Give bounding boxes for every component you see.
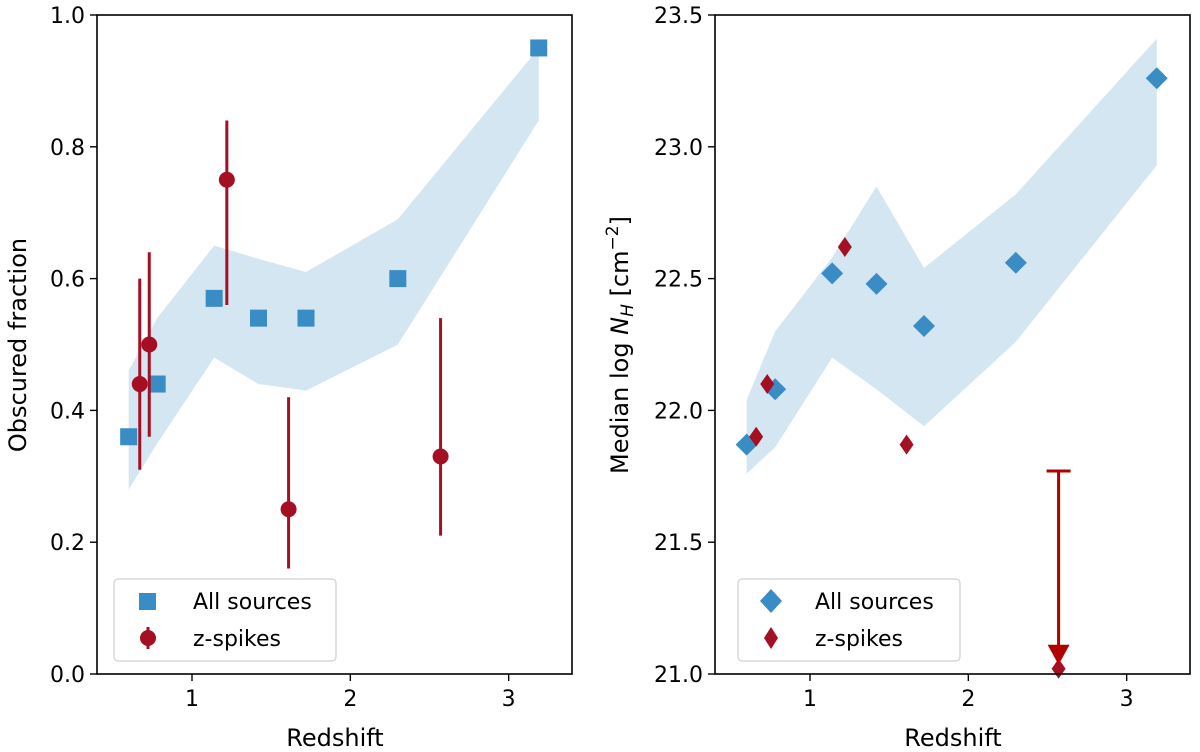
right-panel: 1 2 3 21.0 21.5 22.0 22.5 23.0 23.5 Redshift Med… xyxy=(603,4,1191,752)
right-confidence-band xyxy=(746,38,1157,474)
right-legend-marker-z-spikes xyxy=(764,627,778,649)
left-point-all-sources xyxy=(250,309,267,327)
right-plot-frame xyxy=(714,14,1191,675)
left-y-axis-label: Obscured fraction xyxy=(4,238,32,452)
left-point-z-spikes xyxy=(432,448,449,465)
left-legend-box xyxy=(113,578,337,662)
right-legend: All sources z-spikes xyxy=(737,578,961,662)
right-point-all-sources xyxy=(913,315,935,338)
right-y-tick-label: 22.5 xyxy=(654,268,703,293)
left-point-z-spikes xyxy=(131,376,148,393)
left-x-tick-label: 1 xyxy=(185,687,199,712)
left-legend-label-z-spikes: z-spikes xyxy=(193,627,281,652)
right-legend-box xyxy=(737,578,961,662)
left-point-z-spikes xyxy=(218,171,235,188)
left-legend: All sources z-spikes xyxy=(113,578,337,662)
left-x-tick-label: 3 xyxy=(502,687,516,712)
left-legend-label-all-sources: All sources xyxy=(193,590,312,615)
left-plot-frame xyxy=(96,14,573,675)
left-x-axis-label: Redshift xyxy=(286,724,383,752)
right-legend-label-z-spikes: z-spikes xyxy=(815,627,903,652)
right-y-tick-label: 23.0 xyxy=(654,136,703,161)
right-x-tick-label: 3 xyxy=(1120,687,1134,712)
left-confidence-band xyxy=(128,47,539,490)
left-y-tick-label: 0.6 xyxy=(50,268,85,293)
right-point-z-spikes xyxy=(760,374,775,395)
right-point-z-spikes xyxy=(749,426,764,447)
left-legend-marker-z-spikes xyxy=(140,630,156,646)
right-y-tick-label: 23.5 xyxy=(654,4,703,29)
right-upper-limit-arrowhead xyxy=(1047,644,1070,665)
right-y-tick-label: 22.0 xyxy=(654,399,703,424)
left-y-tick-label: 0.4 xyxy=(50,399,85,424)
right-point-all-sources xyxy=(821,262,844,285)
left-x-tick-label: 2 xyxy=(343,687,357,712)
right-y-tick-label: 21.5 xyxy=(654,531,703,556)
left-y-tick-label: 0.2 xyxy=(50,531,85,556)
right-legend-marker-all-sources xyxy=(760,589,782,613)
left-point-z-spikes xyxy=(141,336,158,353)
left-panel: 1 2 3 0.0 0.2 0.4 0.6 0.8 1.0 Redshift Obscured … xyxy=(4,4,573,752)
left-point-z-spikes xyxy=(280,501,297,518)
left-point-all-sources xyxy=(297,309,315,327)
left-point-all-sources xyxy=(530,39,548,57)
right-point-all-sources xyxy=(1145,67,1168,90)
left-point-all-sources xyxy=(120,428,138,446)
left-point-all-sources xyxy=(205,289,223,307)
left-y-tick-label: 0.8 xyxy=(50,136,85,161)
left-legend-marker-all-sources xyxy=(139,593,156,610)
right-x-axis-label: Redshift xyxy=(904,724,1001,752)
right-x-tick-label: 2 xyxy=(961,687,975,712)
left-y-tick-label: 0.0 xyxy=(50,663,85,688)
left-point-all-sources xyxy=(389,270,407,288)
right-point-all-sources xyxy=(865,272,888,295)
right-y-tick-label: 21.0 xyxy=(654,663,703,688)
left-point-all-sources xyxy=(148,375,166,393)
right-point-all-sources xyxy=(1004,251,1027,274)
right-y-axis-label: Median log NH [cm−2] xyxy=(603,216,638,474)
left-y-tick-label: 1.0 xyxy=(50,4,85,29)
right-legend-label-all-sources: All sources xyxy=(815,590,934,615)
right-point-z-spikes xyxy=(899,434,914,455)
right-x-tick-label: 1 xyxy=(803,687,817,712)
right-point-z-spikes xyxy=(837,236,852,257)
